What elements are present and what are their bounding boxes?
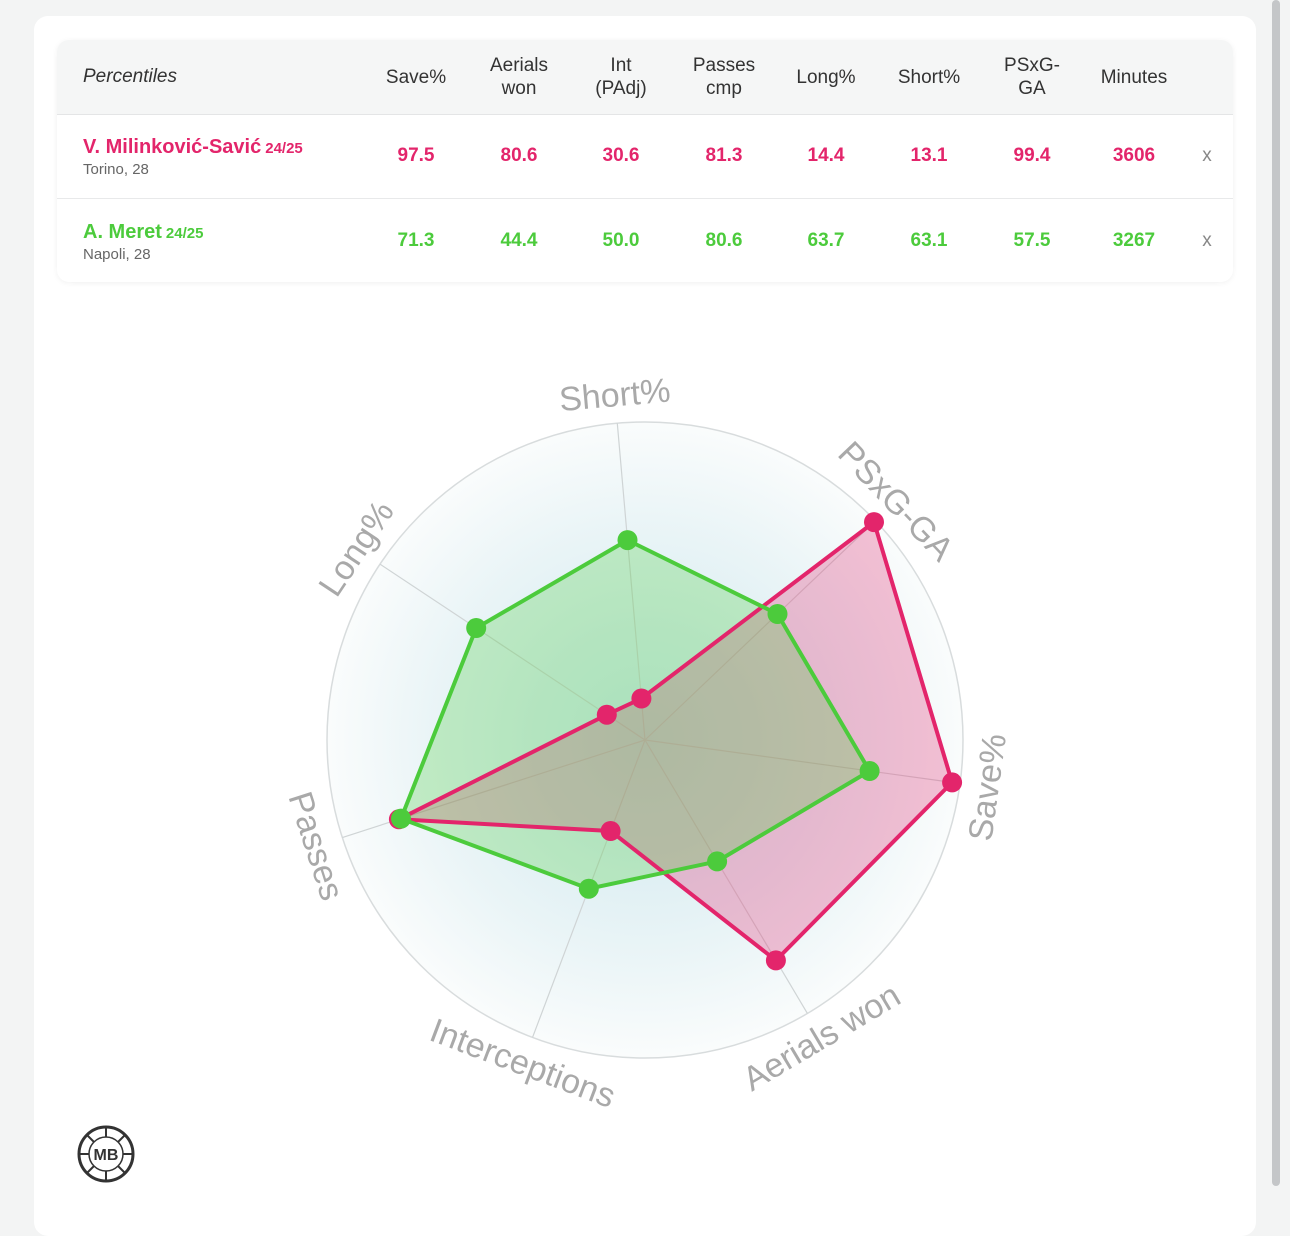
data-point[interactable] [859,761,880,781]
data-point[interactable] [617,530,638,551]
scrollbar-thumb[interactable] [1272,0,1280,1186]
cell-psxg-ga: 57.5 [1013,230,1051,251]
mb-logo: MB [77,1125,135,1183]
axis-label: Short% [558,372,672,420]
cell-long-pct: 63.7 [807,230,845,251]
player-name[interactable]: V. Milinković-Savić 24/25 [83,136,303,159]
scrollbar[interactable] [1270,0,1282,1212]
column-header-short-pct: Short% [897,66,961,88]
logo-text: MB [94,1147,119,1164]
column-header-psxg-ga: PSxG- GA [1004,55,1060,99]
percentiles-header-label: Percentiles [83,66,177,87]
radar-series [388,512,963,971]
player-season: 24/25 [265,140,303,157]
table-row: V. Milinković-Savić 24/25 Torino, 28 97.5… [57,114,1233,199]
axis-label: Save% [962,731,1014,843]
data-point[interactable] [631,688,652,709]
cell-short-pct: 13.1 [910,145,948,166]
player-name[interactable]: A. Meret 24/25 [83,221,203,244]
cell-save-pct: 71.3 [397,230,435,251]
cell-passes-cmp: 81.3 [705,145,743,166]
cell-psxg-ga: 99.4 [1013,145,1051,166]
cell-short-pct: 63.1 [910,230,948,251]
radar-spoke [644,739,961,785]
table-header: Percentiles Save% Aerials won Int (PAdj)… [57,40,1233,115]
player-name-text: A. Meret [83,221,162,243]
column-header-minutes: Minutes [1100,66,1168,88]
cell-int-padj: 30.6 [602,145,640,166]
data-point[interactable] [391,808,411,829]
cell-minutes: 3606 [1112,145,1156,166]
column-header-passes-cmp: Passes cmp [692,55,756,99]
cell-aerials-won: 80.6 [500,145,538,166]
radar-spoke [644,520,876,741]
cell-passes-cmp: 80.6 [705,230,743,251]
player-season: 24/25 [165,225,204,242]
player-club: Napoli, 28 [83,246,151,263]
data-point[interactable] [578,878,599,899]
player-name-text: V. Milinković-Savić [83,136,262,158]
data-point[interactable] [466,618,487,638]
data-point[interactable] [765,950,786,971]
data-point[interactable] [942,772,963,793]
series-line [396,520,955,963]
cell-long-pct: 14.4 [807,145,845,166]
column-header-int-padj: Int (PAdj) [595,55,647,99]
series-area [398,522,953,961]
data-point[interactable] [596,704,617,725]
series-line [399,538,872,891]
remove-player-button[interactable]: x [1202,230,1212,251]
data-point[interactable] [600,821,621,841]
series-area [401,540,870,889]
percentiles-table: Percentiles Save% Aerials won Int (PAdj)… [57,40,1233,282]
column-header-long-pct: Long% [796,66,856,88]
radar-spoke [616,423,646,741]
column-header-save-pct: Save% [385,66,447,88]
data-point[interactable] [767,604,788,624]
table-row: A. Meret 24/25 Napoli, 28 71.3 44.4 50.0 … [57,199,1233,282]
data-point[interactable] [864,512,884,533]
column-header-aerials-won: Aerials won [489,55,549,99]
cell-save-pct: 97.5 [397,145,435,166]
player-club: Torino, 28 [83,161,149,178]
cell-int-padj: 50.0 [602,230,640,251]
cell-minutes: 3267 [1112,230,1156,251]
remove-player-button[interactable]: x [1202,145,1212,166]
cell-aerials-won: 44.4 [500,230,538,251]
data-point[interactable] [707,851,728,872]
